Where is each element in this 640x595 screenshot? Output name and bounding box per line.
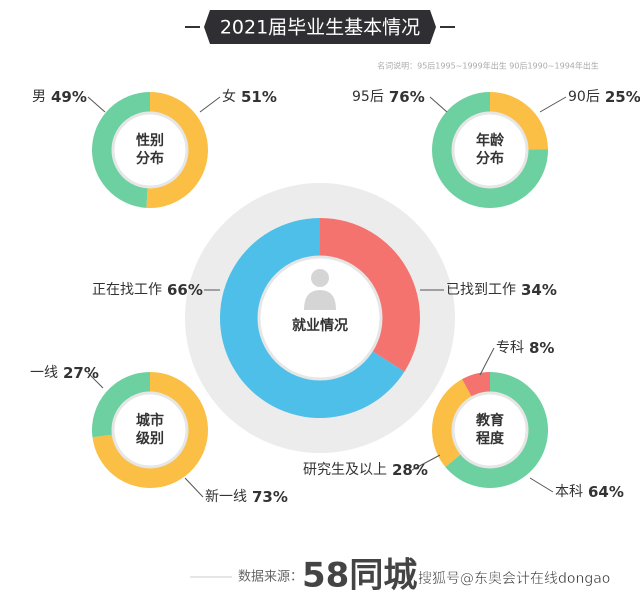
leader-line bbox=[539, 96, 567, 113]
category-name: 90后 bbox=[568, 89, 600, 105]
segment-label: 一线 27% bbox=[30, 364, 99, 382]
value-label: 27% bbox=[63, 364, 99, 382]
donut-chart: 就业情况 已找到工作 34% 正在找工作 66% bbox=[92, 218, 557, 418]
donut-segment bbox=[92, 372, 208, 488]
value-label: 51% bbox=[241, 88, 277, 106]
center-label: 程度 bbox=[476, 430, 505, 447]
segment-label: 女 51% bbox=[222, 88, 277, 106]
category-name: 一线 bbox=[30, 365, 58, 381]
donut-hole bbox=[451, 111, 529, 189]
segment-label: 男 49% bbox=[32, 88, 87, 106]
center-label: 城市 bbox=[136, 412, 164, 429]
segment-label: 95后 76% bbox=[352, 88, 425, 106]
leader-line bbox=[479, 347, 495, 376]
leader-line bbox=[87, 372, 104, 389]
category-name: 已找到工作 bbox=[446, 282, 516, 298]
donut-segment bbox=[92, 92, 150, 208]
donut-segment bbox=[219, 218, 405, 418]
leader-line bbox=[184, 477, 204, 498]
value-label: 28% bbox=[392, 461, 428, 479]
value-label: 76% bbox=[389, 88, 425, 106]
value-label: 8% bbox=[529, 339, 554, 357]
value-label: 73% bbox=[252, 488, 288, 506]
category-name: 男 bbox=[32, 89, 46, 105]
source-logo: 58同城 bbox=[302, 556, 417, 595]
segment-label: 正在找工作 66% bbox=[92, 281, 203, 299]
leader-line bbox=[199, 96, 221, 113]
source-label: 数据来源： bbox=[238, 570, 303, 585]
segment-label: 已找到工作 34% bbox=[446, 281, 557, 299]
person-icon-body bbox=[304, 290, 336, 310]
donut-hole bbox=[111, 391, 189, 469]
center-label: 就业情况 bbox=[292, 317, 348, 334]
donut-segment bbox=[490, 92, 548, 150]
donut-segment bbox=[462, 372, 490, 397]
category-name: 专科 bbox=[496, 340, 524, 356]
donut-segment bbox=[431, 92, 548, 208]
value-label: 34% bbox=[521, 281, 557, 299]
value-label: 25% bbox=[605, 88, 640, 106]
donut-hole bbox=[257, 255, 383, 381]
value-label: 64% bbox=[588, 483, 624, 501]
category-name: 研究生及以上 bbox=[303, 462, 387, 478]
leader-line bbox=[529, 477, 554, 493]
segment-label: 新一线 73% bbox=[205, 488, 288, 506]
category-name: 本科 bbox=[555, 484, 583, 500]
center-label: 分布 bbox=[476, 150, 504, 167]
donut-segment bbox=[146, 91, 209, 208]
segment-label: 研究生及以上 28% bbox=[303, 461, 428, 479]
leader-line bbox=[429, 96, 448, 113]
category-name: 女 bbox=[222, 88, 236, 105]
leader-line bbox=[87, 96, 106, 113]
category-name: 95后 bbox=[352, 89, 384, 105]
category-name: 正在找工作 bbox=[92, 282, 162, 298]
center-label: 分布 bbox=[136, 150, 164, 167]
segment-label: 本科 64% bbox=[555, 483, 624, 501]
donut-segment bbox=[432, 379, 472, 467]
center-label: 年龄 bbox=[476, 132, 505, 149]
person-icon-head bbox=[311, 269, 329, 287]
donut-hole bbox=[111, 111, 189, 189]
category-name: 新一线 bbox=[205, 489, 247, 505]
donut-segment bbox=[445, 372, 548, 488]
segment-label: 专科 8% bbox=[496, 339, 554, 357]
leader-line bbox=[411, 454, 441, 471]
value-label: 49% bbox=[51, 88, 87, 106]
title-banner bbox=[204, 10, 436, 44]
donut-segment bbox=[320, 218, 420, 372]
watermark: 搜狐号@东奥会计在线dongao bbox=[418, 570, 610, 587]
donut-segment bbox=[91, 372, 150, 438]
title: 2021届毕业生基本情况 bbox=[220, 17, 420, 39]
segment-label: 90后 25% bbox=[568, 88, 640, 106]
center-label: 级别 bbox=[136, 430, 164, 447]
center-label: 性别 bbox=[136, 132, 164, 149]
donut-hole bbox=[451, 391, 529, 469]
value-label: 66% bbox=[167, 281, 203, 299]
center-label: 教育 bbox=[476, 412, 504, 429]
note: 名词说明：95后1995~1999年出生 90后1990~1994年出生 bbox=[377, 61, 599, 71]
